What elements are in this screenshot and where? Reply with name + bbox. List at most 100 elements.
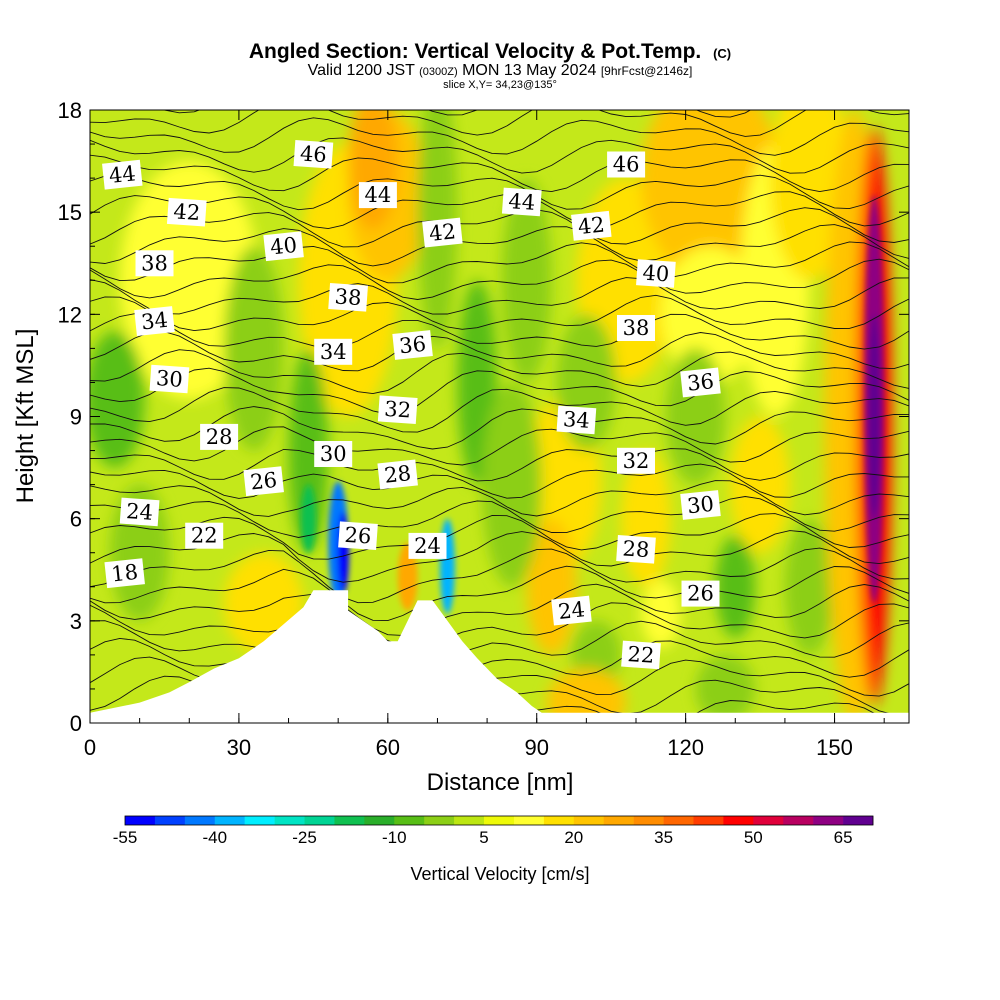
contour-label-text: 42 bbox=[577, 212, 606, 239]
colorbar-tick-label: -25 bbox=[292, 828, 317, 847]
valid-run: [9hrFcst@2146z] bbox=[601, 64, 693, 78]
colorbar-swatch bbox=[783, 816, 814, 825]
contour-label-text: 26 bbox=[687, 582, 714, 606]
theta-contour-line bbox=[90, 313, 909, 350]
contour-label: 46 bbox=[607, 151, 646, 178]
colorbar-tick-label: 20 bbox=[564, 828, 583, 847]
theta-contour-line bbox=[90, 294, 909, 332]
theta-contour-line bbox=[90, 602, 909, 648]
contour-label-text: 44 bbox=[108, 161, 137, 188]
contour-label: 30 bbox=[149, 364, 190, 394]
contour-label: 38 bbox=[135, 250, 174, 277]
colorbar-swatch bbox=[454, 816, 485, 825]
y-tick-label: 18 bbox=[58, 98, 82, 123]
plot-area: 44 42 38 34 30 28 26 24 22 18 46 44 40 38 34 36 32 30 28 26… bbox=[90, 110, 909, 723]
contour-label: 28 bbox=[616, 535, 656, 564]
theta-contour-line bbox=[90, 207, 909, 248]
x-axis: 0 30 60 90 120 150 bbox=[84, 110, 885, 760]
contour-label: 30 bbox=[680, 490, 721, 520]
contour-label-text: 28 bbox=[206, 425, 233, 449]
contour-label-text: 28 bbox=[383, 461, 412, 488]
contour-label-text: 34 bbox=[320, 340, 347, 364]
theta-contour-line bbox=[90, 117, 909, 156]
terrain-mask bbox=[90, 590, 909, 723]
x-tick-label: 30 bbox=[227, 735, 251, 760]
colorbar-tick-label: 35 bbox=[654, 828, 673, 847]
colorbar-tick-label: 5 bbox=[479, 828, 488, 847]
theta-contour-line bbox=[90, 277, 909, 315]
contour-label-text: 36 bbox=[686, 369, 715, 396]
contour-label: 24 bbox=[119, 497, 160, 527]
chart-title: Angled Section: Vertical Velocity & Pot.… bbox=[249, 40, 701, 63]
theta-contour-line bbox=[90, 154, 909, 193]
theta-contour-line bbox=[90, 224, 909, 267]
slice-info: slice X,Y= 34,23@135° bbox=[443, 79, 557, 91]
x-tick-label: 150 bbox=[816, 735, 853, 760]
theta-contour-line bbox=[90, 367, 909, 415]
theta-contour-line bbox=[90, 241, 909, 284]
colorbar-swatch bbox=[723, 816, 754, 825]
contour-label-text: 42 bbox=[428, 219, 457, 246]
theta-contour-line bbox=[90, 137, 909, 174]
contour-label-text: 38 bbox=[334, 284, 362, 310]
contour-label: 44 bbox=[358, 182, 397, 209]
contour-label-text: 24 bbox=[557, 597, 586, 624]
colorbar-swatch bbox=[424, 816, 455, 825]
x-tick-label: 120 bbox=[667, 735, 704, 760]
x-tick-label: 0 bbox=[84, 735, 96, 760]
y-tick-label: 0 bbox=[70, 711, 82, 736]
y-tick-label: 6 bbox=[70, 507, 82, 532]
theta-contour-line bbox=[90, 565, 909, 622]
contour-label: 40 bbox=[636, 259, 676, 288]
theta-contour-line bbox=[90, 191, 909, 230]
theta-contour-line bbox=[90, 387, 909, 433]
contour-labels: 44 42 38 34 30 28 26 24 22 18 46 44 40 38 34 36 32 30 28 26… bbox=[102, 140, 721, 670]
contour-label: 24 bbox=[408, 532, 447, 559]
colorbar-tick-label: -55 bbox=[113, 828, 138, 847]
y-tick-label: 9 bbox=[70, 405, 82, 430]
colorbar-swatch bbox=[603, 816, 634, 825]
x-axis-label: Distance [nm] bbox=[427, 769, 574, 796]
contour-label-text: 34 bbox=[140, 308, 169, 335]
contour-label-text: 36 bbox=[398, 332, 427, 359]
y-axis-label: Height [Kft MSL] bbox=[12, 329, 39, 504]
theta-contour-line bbox=[90, 480, 909, 517]
y-tick-label: 12 bbox=[58, 302, 82, 327]
velocity-field-cores bbox=[300, 195, 885, 615]
theta-contour-line bbox=[90, 110, 909, 137]
contour-label: 24 bbox=[551, 595, 592, 626]
colorbar-swatch bbox=[334, 816, 365, 825]
valid-date: MON 13 May 2024 bbox=[462, 62, 596, 79]
theta-contour-line bbox=[90, 583, 909, 636]
y-axis: 0 36 9 12 15 18 bbox=[58, 98, 909, 736]
colorbar-swatch bbox=[364, 816, 395, 825]
colorbar-swatch bbox=[125, 816, 156, 825]
theta-contour-line bbox=[90, 258, 909, 300]
contour-label: 42 bbox=[166, 197, 207, 227]
colorbar-swatch bbox=[244, 816, 275, 825]
colorbar-swatch bbox=[154, 816, 186, 825]
contour-label: 30 bbox=[314, 441, 353, 467]
contour-label-text: 44 bbox=[508, 189, 536, 215]
colorbar-swatch bbox=[843, 816, 874, 825]
contour-label-text: 22 bbox=[627, 642, 655, 668]
contour-label: 28 bbox=[377, 459, 418, 490]
contour-label: 26 bbox=[243, 466, 284, 497]
colorbar-label: Vertical Velocity [cm/s] bbox=[410, 864, 589, 884]
contour-label-text: 26 bbox=[249, 468, 278, 495]
colorbar-tick-label: -40 bbox=[203, 828, 228, 847]
colorbar-swatch bbox=[184, 816, 216, 825]
contour-label: 32 bbox=[377, 395, 418, 424]
y-tick-label: 15 bbox=[58, 200, 82, 225]
colorbar-swatch bbox=[573, 816, 605, 825]
colorbar-swatch bbox=[693, 816, 724, 825]
colorbar-frame bbox=[124, 815, 874, 826]
svg-text:Valid 1200 JST (0300Z): Valid 1200 JST (0300Z) MON 13 May 2024 [… bbox=[308, 62, 693, 79]
contour-label-text: 30 bbox=[155, 366, 183, 392]
theta-contour-line bbox=[90, 513, 909, 560]
colorbar-tick-label: -10 bbox=[382, 828, 407, 847]
colorbar-tick-label: 65 bbox=[834, 828, 853, 847]
colorbar-swatch bbox=[543, 816, 575, 825]
colorbar-swatch bbox=[753, 816, 784, 825]
colorbar-swatch bbox=[214, 816, 245, 825]
